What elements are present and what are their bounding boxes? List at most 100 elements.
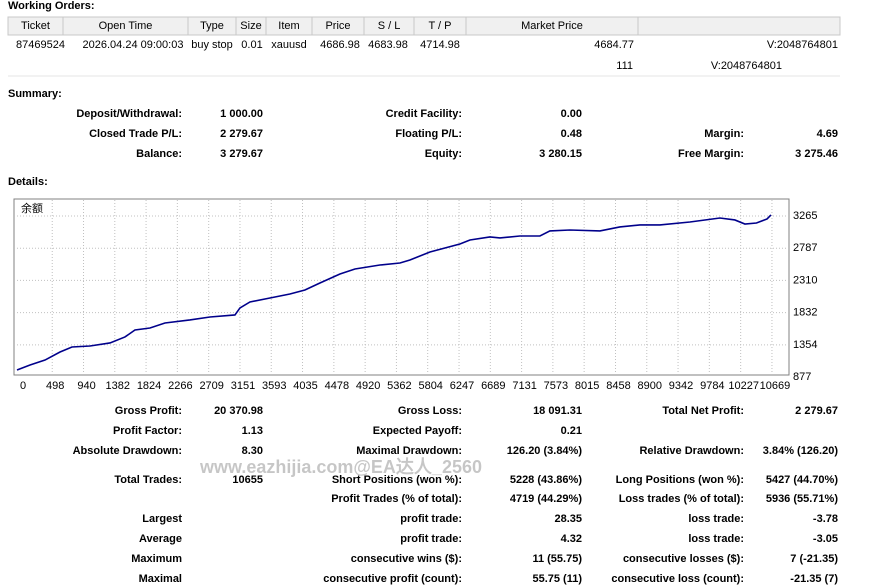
stat-label: Deposit/Withdrawal: [76,108,182,120]
stat-value: 3 279.67 [220,148,263,160]
x-tick-label: 2709 [199,380,223,392]
stat-value: 1.13 [242,425,263,437]
x-tick-label: 4478 [325,380,349,392]
stat-label: Balance: [136,148,182,160]
x-tick-label: 8458 [606,380,630,392]
table-cell: V:2048764801 [711,60,782,72]
stat-value: 5936 (55.71%) [766,493,838,505]
section-title: Details: [8,176,48,188]
stat-value: 4.69 [817,128,838,140]
section-title: Working Orders: [8,0,95,12]
table-header: Price [325,20,350,32]
stat-label: loss trade: [688,513,744,525]
stat-label: Absolute Drawdown: [73,445,182,457]
stat-label: Margin: [704,128,744,140]
stat-label: Credit Facility: [386,108,462,120]
table-cell: 4684.77 [594,39,634,51]
stat-label: Gross Profit: [115,405,182,417]
stat-value: 126.20 (3.84%) [507,445,583,457]
stat-value: 3 275.46 [795,148,838,160]
y-tick-label: 2787 [793,242,817,254]
stat-label: consecutive loss (count): [611,573,744,585]
stat-label: Average [139,533,182,545]
stat-label: consecutive profit (count): [323,573,462,585]
x-tick-label: 9342 [669,380,693,392]
stat-value: 0.48 [561,128,582,140]
stat-label: Largest [142,513,182,525]
x-tick-label: 5804 [418,380,442,392]
stat-label: Floating P/L: [395,128,462,140]
table-header: Open Time [99,20,153,32]
stat-label: Equity: [425,148,462,160]
table-header: S / L [378,20,401,32]
stat-value: 2 279.67 [795,405,838,417]
table-cell: 111 [616,60,633,72]
x-tick-label: 940 [77,380,95,392]
table-cell: 2026.04.24 09:00:03 [83,39,184,51]
stat-value: 11 (55.75) [532,553,582,565]
stat-label: Profit Factor: [113,425,182,437]
table-header: Ticket [21,20,50,32]
stat-value: 7 (-21.35) [790,553,838,565]
x-tick-label: 2266 [168,380,192,392]
plot-area [13,198,790,376]
x-tick-label: 8900 [638,380,662,392]
stat-value: 8.30 [242,445,263,457]
stat-label: loss trade: [688,533,744,545]
stat-label: Expected Payoff: [373,425,462,437]
stat-value: 1 000.00 [220,108,263,120]
x-tick-label: 7131 [512,380,536,392]
table-header: T / P [428,20,451,32]
x-tick-label: 4920 [356,380,380,392]
line [16,214,772,371]
stat-label: Closed Trade P/L: [89,128,182,140]
stat-value: -21.35 (7) [790,573,838,585]
stat-label: Loss trades (% of total): [619,493,744,505]
x-tick-label: 3593 [262,380,286,392]
stat-value: 20 370.98 [214,405,263,417]
table-cell: xauusd [271,39,306,51]
y-tick-label: 3265 [793,210,817,222]
stat-value: 3 280.15 [539,148,582,160]
stat-value: 0.21 [561,425,582,437]
y-tick-label: 1354 [793,339,817,351]
stat-label: Gross Loss: [398,405,462,417]
stat-value: 28.35 [554,513,582,525]
legend-label: 余额 [21,201,43,215]
stat-label: Total Net Profit: [662,405,744,417]
x-tick-label: 9784 [700,380,724,392]
stat-value: 2 279.67 [220,128,263,140]
table-cell: 0.01 [241,39,262,51]
x-tick-label: 7573 [544,380,568,392]
stat-label: Profit Trades (% of total): [331,493,462,505]
x-tick-label: 4035 [293,380,317,392]
table-cell: buy stop [191,39,233,51]
y-tick-label: 877 [793,371,811,383]
x-tick-label: 1382 [106,380,130,392]
x-tick-label: 5362 [387,380,411,392]
stat-label: Relative Drawdown: [639,445,744,457]
x-tick-label: 10669 [760,380,791,392]
section-title: Summary: [8,88,62,100]
stat-value: -3.05 [813,533,838,545]
stat-value: 10655 [232,474,263,486]
table-cell: 87469524 [16,39,65,51]
stat-label: Maximum [131,553,182,565]
stat-label: Short Positions (won %): [332,474,462,486]
x-tick-label: 6247 [450,380,474,392]
stat-label: consecutive losses ($): [623,553,744,565]
table-cell: 4683.98 [368,39,408,51]
table-header: Type [200,20,224,32]
stat-label: Free Margin: [678,148,744,160]
x-tick-label: 10227 [728,380,759,392]
x-tick-label: 0 [20,380,26,392]
table-cell: 4686.98 [320,39,360,51]
stat-value: 5427 (44.70%) [766,474,838,486]
x-tick-label: 8015 [575,380,599,392]
stat-label: profit trade: [400,513,462,525]
stat-value: 4.32 [561,533,582,545]
table-header: Market Price [521,20,583,32]
stat-value: 0.00 [561,108,582,120]
table-header-bg [7,16,841,36]
x-tick-label: 1824 [137,380,161,392]
